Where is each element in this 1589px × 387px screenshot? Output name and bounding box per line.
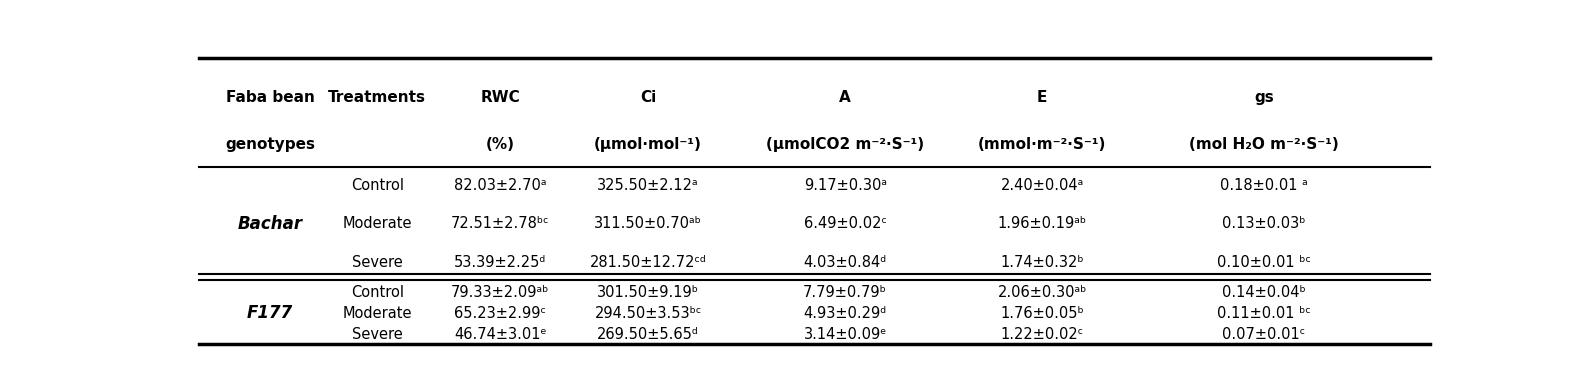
- Text: 281.50±12.72ᶜᵈ: 281.50±12.72ᶜᵈ: [590, 255, 707, 270]
- Text: 1.96±0.19ᵃᵇ: 1.96±0.19ᵃᵇ: [998, 216, 1087, 231]
- Text: 46.74±3.01ᵉ: 46.74±3.01ᵉ: [454, 327, 547, 341]
- Text: RWC: RWC: [480, 90, 520, 104]
- Text: 269.50±5.65ᵈ: 269.50±5.65ᵈ: [597, 327, 699, 341]
- Text: 7.79±0.79ᵇ: 7.79±0.79ᵇ: [802, 285, 887, 300]
- Text: 325.50±2.12ᵃ: 325.50±2.12ᵃ: [597, 178, 699, 192]
- Text: 311.50±0.70ᵃᵇ: 311.50±0.70ᵃᵇ: [594, 216, 702, 231]
- Text: 82.03±2.70ᵃ: 82.03±2.70ᵃ: [454, 178, 547, 192]
- Text: Treatments: Treatments: [329, 90, 426, 104]
- Text: 301.50±9.19ᵇ: 301.50±9.19ᵇ: [597, 285, 699, 300]
- Text: (μmolCO2 m⁻²·S⁻¹): (μmolCO2 m⁻²·S⁻¹): [766, 137, 925, 152]
- Text: 3.14±0.09ᵉ: 3.14±0.09ᵉ: [804, 327, 887, 341]
- Text: (mol H₂O m⁻²·S⁻¹): (mol H₂O m⁻²·S⁻¹): [1189, 137, 1338, 152]
- Text: 6.49±0.02ᶜ: 6.49±0.02ᶜ: [804, 216, 887, 231]
- Text: E: E: [1038, 90, 1047, 104]
- Text: 4.93±0.29ᵈ: 4.93±0.29ᵈ: [804, 306, 887, 321]
- Text: Faba bean: Faba bean: [226, 90, 315, 104]
- Text: Severe: Severe: [351, 255, 402, 270]
- Text: 0.11±0.01 ᵇᶜ: 0.11±0.01 ᵇᶜ: [1217, 306, 1311, 321]
- Text: 2.40±0.04ᵃ: 2.40±0.04ᵃ: [1001, 178, 1084, 192]
- Text: 0.07±0.01ᶜ: 0.07±0.01ᶜ: [1222, 327, 1306, 341]
- Text: (mmol·m⁻²·S⁻¹): (mmol·m⁻²·S⁻¹): [977, 137, 1106, 152]
- Text: 0.13±0.03ᵇ: 0.13±0.03ᵇ: [1222, 216, 1306, 231]
- Text: Severe: Severe: [351, 327, 402, 341]
- Text: 9.17±0.30ᵃ: 9.17±0.30ᵃ: [804, 178, 887, 192]
- Text: Moderate: Moderate: [343, 216, 412, 231]
- Text: 1.22±0.02ᶜ: 1.22±0.02ᶜ: [1001, 327, 1084, 341]
- Text: (μmol·mol⁻¹): (μmol·mol⁻¹): [594, 137, 702, 152]
- Text: gs: gs: [1254, 90, 1274, 104]
- Text: Moderate: Moderate: [343, 306, 412, 321]
- Text: 1.74±0.32ᵇ: 1.74±0.32ᵇ: [1001, 255, 1084, 270]
- Text: 0.18±0.01 ᵃ: 0.18±0.01 ᵃ: [1220, 178, 1308, 192]
- Text: (%): (%): [486, 137, 515, 152]
- Text: 4.03±0.84ᵈ: 4.03±0.84ᵈ: [804, 255, 887, 270]
- Text: 65.23±2.99ᶜ: 65.23±2.99ᶜ: [454, 306, 547, 321]
- Text: A: A: [839, 90, 852, 104]
- Text: 79.33±2.09ᵃᵇ: 79.33±2.09ᵃᵇ: [451, 285, 550, 300]
- Text: 0.10±0.01 ᵇᶜ: 0.10±0.01 ᵇᶜ: [1217, 255, 1311, 270]
- Text: 1.76±0.05ᵇ: 1.76±0.05ᵇ: [1001, 306, 1084, 321]
- Text: Control: Control: [351, 178, 404, 192]
- Text: Control: Control: [351, 285, 404, 300]
- Text: 2.06±0.30ᵃᵇ: 2.06±0.30ᵃᵇ: [998, 285, 1087, 300]
- Text: Bachar: Bachar: [237, 215, 302, 233]
- Text: genotypes: genotypes: [226, 137, 315, 152]
- Text: 0.14±0.04ᵇ: 0.14±0.04ᵇ: [1222, 285, 1306, 300]
- Text: 72.51±2.78ᵇᶜ: 72.51±2.78ᵇᶜ: [451, 216, 550, 231]
- Text: Ci: Ci: [640, 90, 656, 104]
- Text: F177: F177: [246, 304, 294, 322]
- Text: 294.50±3.53ᵇᶜ: 294.50±3.53ᵇᶜ: [594, 306, 702, 321]
- Text: 53.39±2.25ᵈ: 53.39±2.25ᵈ: [454, 255, 547, 270]
